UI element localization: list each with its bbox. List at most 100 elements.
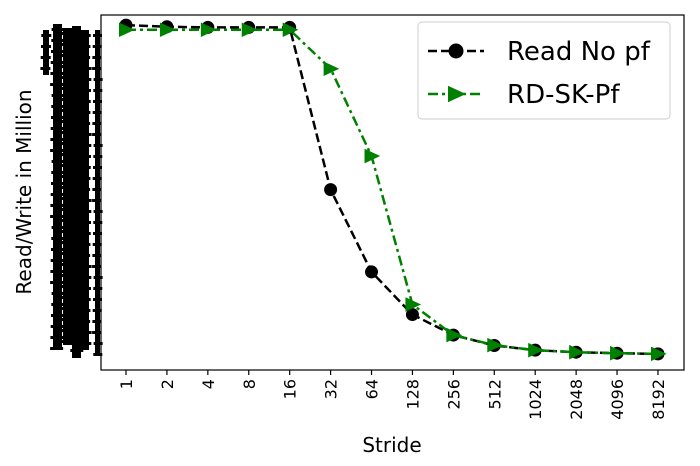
redaction-stroke: [79, 287, 91, 290]
redaction-stroke: [93, 276, 103, 279]
data-point: [364, 148, 381, 164]
redaction-stroke: [79, 210, 92, 213]
legend-entry: RD-SK-Pf: [428, 80, 620, 110]
redaction-stroke: [50, 127, 64, 130]
redaction-stroke: [50, 72, 64, 75]
redaction-stroke: [50, 138, 64, 141]
redaction-stroke: [51, 94, 65, 97]
redaction-stroke: [70, 30, 83, 33]
redaction-stroke: [69, 173, 83, 176]
redaction-stroke: [61, 230, 75, 233]
redaction-stroke: [70, 96, 83, 99]
redaction-stroke: [60, 54, 74, 57]
data-point: [569, 344, 585, 360]
redaction-stroke: [79, 342, 92, 345]
data-point: [405, 297, 422, 312]
x-axis-label: Stride: [362, 433, 421, 457]
redaction-stroke: [78, 122, 91, 125]
redaction-stroke: [51, 248, 64, 251]
redaction-stroke: [92, 45, 102, 48]
redaction-stroke: [79, 144, 92, 147]
legend-marker: [448, 43, 464, 59]
x-tick-label: 128: [403, 379, 422, 410]
redaction-stroke: [78, 166, 91, 169]
legend: Read No pf RD-SK-Pf: [417, 21, 671, 120]
data-point: [324, 183, 338, 197]
redaction-stroke: [61, 296, 75, 299]
redaction-stroke: [61, 175, 74, 178]
redaction-stroke: [69, 239, 83, 242]
redaction-stroke: [60, 329, 74, 332]
x-tick-label: 8192: [649, 379, 668, 420]
redaction-stroke: [79, 265, 92, 268]
redaction-stroke: [51, 28, 65, 31]
series-layer: [119, 18, 667, 362]
redaction-stroke: [69, 195, 83, 198]
redaction-stroke: [69, 184, 83, 187]
redaction-stroke: [51, 303, 65, 306]
legend-label: Read No pf: [507, 37, 651, 67]
redaction-bar: [72, 26, 81, 358]
redaction-stroke: [50, 204, 64, 207]
redaction-stroke: [92, 243, 102, 246]
x-tick-label: 4: [199, 379, 218, 389]
redaction-stroke: [61, 307, 74, 310]
redaction-stroke: [78, 320, 91, 323]
redaction-stroke: [92, 320, 102, 323]
redaction-stroke: [60, 197, 74, 200]
redaction-stroke: [51, 116, 64, 119]
redaction-stroke: [79, 78, 92, 81]
redaction-stroke: [41, 45, 51, 48]
redaction-stroke: [93, 298, 102, 301]
x-tick-label: 256: [444, 379, 463, 410]
redaction-stroke: [70, 349, 84, 352]
redaction-stroke: [78, 100, 91, 103]
redaction-stroke: [78, 177, 91, 180]
redaction-stroke: [70, 140, 84, 143]
redaction-stroke: [92, 133, 102, 136]
redaction-stroke: [70, 85, 84, 88]
redaction-stroke: [78, 243, 91, 246]
redaction-stroke: [60, 252, 74, 255]
redaction-stroke: [79, 199, 92, 202]
redaction-stroke: [79, 221, 91, 224]
redaction-stroke: [93, 287, 103, 290]
redaction-stroke: [93, 34, 102, 37]
y-axis-label: Read/Write in Million: [12, 89, 36, 294]
redaction-stroke: [61, 87, 75, 90]
redaction-stroke: [93, 342, 103, 345]
redaction-stroke: [50, 61, 64, 64]
x-tick-label: 32: [322, 379, 341, 399]
redaction-stroke: [69, 316, 83, 319]
data-point: [365, 265, 379, 279]
redaction-bar: [43, 30, 49, 75]
redaction-stroke: [69, 107, 83, 110]
redaction-stroke: [51, 226, 65, 229]
redaction-stroke: [70, 272, 84, 275]
redaction-stroke: [69, 63, 83, 66]
data-point: [446, 327, 463, 343]
legend-marker: [448, 85, 466, 103]
data-point: [119, 22, 135, 38]
redaction-stroke: [79, 67, 92, 70]
redaction-stroke: [92, 111, 102, 114]
redaction-stroke: [92, 254, 102, 257]
redaction-stroke: [40, 67, 51, 70]
redaction-stroke: [60, 186, 74, 189]
redaction-bar: [95, 30, 100, 356]
redaction-stroke: [79, 89, 91, 92]
redaction-stroke: [50, 347, 64, 350]
redaction-stroke: [60, 318, 74, 321]
redaction-stroke: [51, 39, 65, 42]
redaction-stroke: [60, 263, 74, 266]
series-2: [119, 22, 667, 362]
redaction-stroke: [79, 155, 91, 158]
redaction-stroke: [92, 199, 102, 202]
redaction-stroke: [50, 215, 64, 218]
data-point: [200, 22, 217, 38]
x-tick-label: 16: [281, 379, 300, 399]
redaction-stroke: [79, 276, 92, 279]
data-point: [323, 61, 340, 77]
redaction-stroke: [92, 331, 102, 334]
